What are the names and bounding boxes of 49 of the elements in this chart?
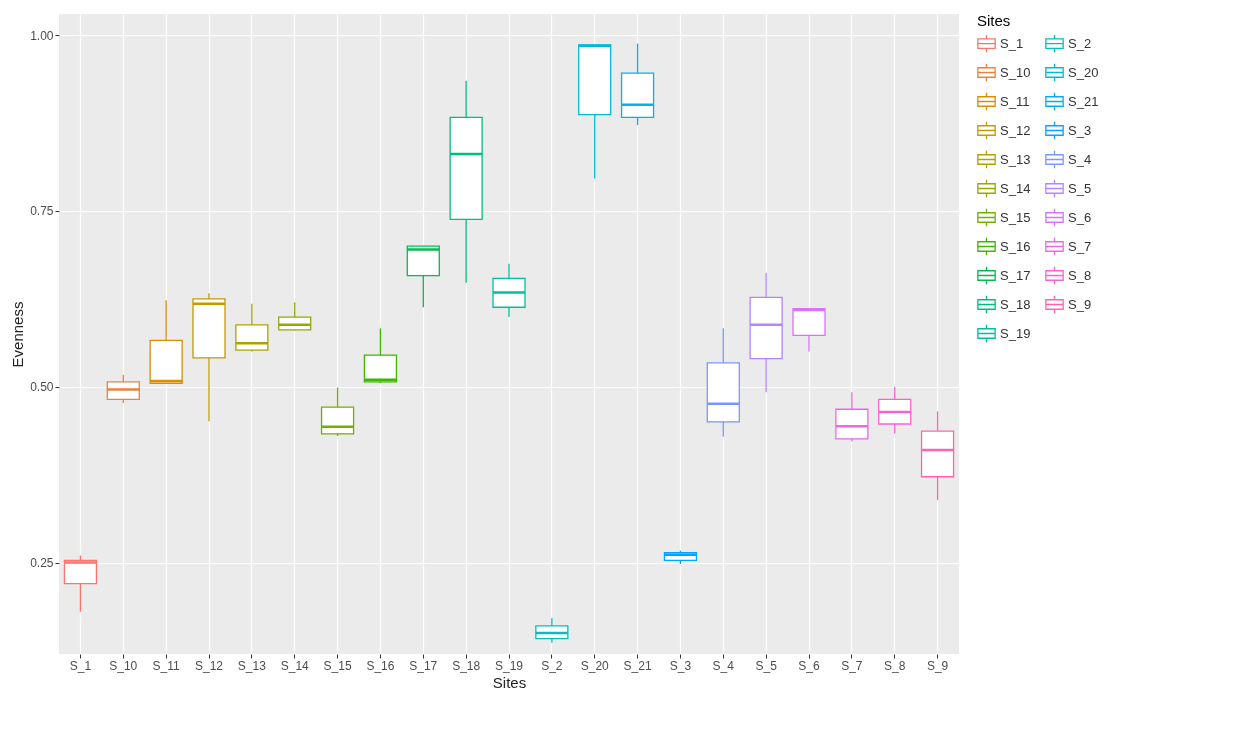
x-axis-title: Sites — [492, 673, 527, 691]
legend-label: S_20 — [1068, 64, 1099, 80]
legend-label: S_2 — [1068, 35, 1092, 51]
x-tick-label: S_1 — [69, 658, 92, 673]
x-tick-label: S_2 — [541, 658, 563, 673]
legend-label: S_21 — [1068, 93, 1099, 109]
legend-label: S_12 — [1000, 122, 1031, 138]
legend-label: S_19 — [1000, 325, 1031, 341]
legend-label: S_10 — [1000, 64, 1031, 80]
legend-label: S_13 — [1000, 151, 1031, 167]
legend-label: S_8 — [1068, 267, 1092, 283]
x-tick-label: S_16 — [366, 658, 395, 673]
legend-label: S_14 — [1000, 180, 1031, 196]
legend-label: S_17 — [1000, 267, 1031, 283]
legend-label: S_5 — [1068, 180, 1092, 196]
x-tick-label: S_15 — [323, 658, 352, 673]
legend-label: S_16 — [1000, 238, 1031, 254]
x-tick-label: S_13 — [237, 658, 267, 673]
x-tick-label: S_3 — [669, 658, 692, 673]
y-tick-label: 0.75 — [30, 204, 54, 219]
legend-label: S_1 — [1000, 35, 1024, 51]
x-tick-label: S_7 — [841, 658, 863, 673]
x-tick-label: S_10 — [109, 658, 138, 673]
x-tick-label: S_19 — [494, 658, 524, 673]
legend-label: S_11 — [1000, 93, 1030, 109]
x-tick-label: S_8 — [884, 658, 906, 673]
legend-label: S_4 — [1068, 151, 1092, 167]
y-axis-title: Evenness — [9, 301, 27, 368]
x-tick-label: S_6 — [798, 658, 820, 673]
x-tick-label: S_18 — [452, 658, 481, 673]
legend-label: S_3 — [1068, 122, 1092, 138]
x-tick-label: S_21 — [623, 658, 652, 673]
legend-label: S_6 — [1068, 209, 1092, 225]
y-tick-label: 0.50 — [30, 380, 54, 395]
x-tick-label: S_9 — [926, 658, 949, 673]
x-tick-label: S_12 — [194, 658, 224, 673]
legend-title: Sites — [977, 12, 1011, 29]
x-tick-label: S_14 — [280, 658, 310, 673]
x-tick-label: S_20 — [580, 658, 610, 673]
x-tick-label: S_11 — [152, 658, 181, 673]
x-tick-label: S_5 — [755, 658, 778, 673]
legend-label: S_9 — [1068, 296, 1092, 312]
legend-label: S_7 — [1068, 238, 1092, 254]
x-tick-label: S_4 — [712, 658, 735, 673]
y-tick-label: 1.00 — [30, 28, 54, 43]
y-tick-label: 0.25 — [30, 556, 54, 571]
x-tick-label: S_17 — [409, 658, 438, 673]
legend-label: S_15 — [1000, 209, 1031, 225]
legend-label: S_18 — [1000, 296, 1031, 312]
